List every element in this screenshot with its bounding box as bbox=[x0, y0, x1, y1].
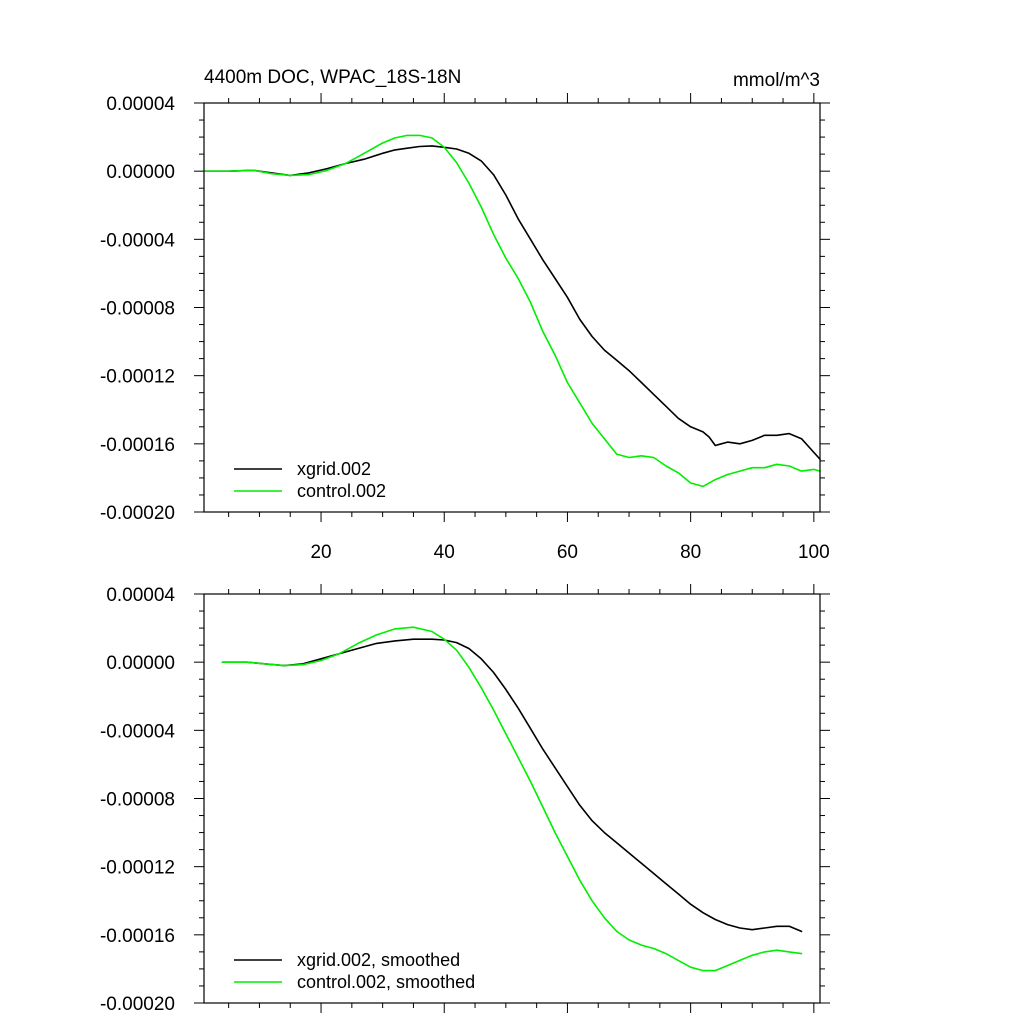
top-panel-legend: xgrid.002 control.002 bbox=[234, 459, 386, 501]
x-tick-label: 60 bbox=[557, 542, 578, 563]
top-panel: 4400m DOC, WPAC_18S-18N mmol/m^3 0.00004… bbox=[100, 67, 830, 563]
bottom-panel-legend: xgrid.002, smoothed control.002, smoothe… bbox=[234, 950, 475, 992]
top-panel-ticks bbox=[194, 93, 830, 522]
x-tick-label: 80 bbox=[680, 542, 701, 563]
top-series-line-xgrid bbox=[203, 145, 821, 461]
y-tick-label: -0.00012 bbox=[100, 367, 175, 388]
bottom-series-line-control bbox=[221, 626, 803, 972]
y-tick-label: 0.00000 bbox=[106, 653, 175, 674]
top-legend-label-control: control.002 bbox=[297, 481, 386, 501]
y-tick-label: -0.00020 bbox=[100, 503, 175, 524]
y-tick-label: -0.00008 bbox=[100, 299, 175, 320]
y-tick-label: 0.00004 bbox=[106, 585, 175, 606]
bottom-panel: 0.00004 0.00000 -0.00004 -0.00008 -0.00012 -0… bbox=[100, 584, 830, 1015]
bottom-panel-ticks bbox=[194, 584, 830, 1013]
y-tick-label: 0.00000 bbox=[106, 162, 175, 183]
bottom-panel-frame bbox=[203, 593, 821, 1004]
top-panel-series bbox=[203, 134, 821, 488]
top-panel-frame bbox=[203, 102, 821, 513]
x-tick-label: 100 bbox=[798, 542, 830, 563]
top-legend-label-xgrid: xgrid.002 bbox=[297, 459, 371, 479]
y-tick-label: 0.00004 bbox=[106, 94, 175, 115]
top-panel-units: mmol/m^3 bbox=[733, 70, 820, 91]
bottom-legend-label-xgrid: xgrid.002, smoothed bbox=[297, 950, 460, 970]
bottom-panel-series bbox=[221, 626, 803, 972]
bottom-legend-label-control: control.002, smoothed bbox=[297, 972, 475, 992]
y-tick-label: -0.00004 bbox=[100, 230, 175, 251]
y-tick-label: -0.00016 bbox=[100, 926, 175, 947]
bottom-series-line-xgrid bbox=[221, 638, 803, 933]
y-tick-label: -0.00016 bbox=[100, 435, 175, 456]
y-tick-label: -0.00020 bbox=[100, 994, 175, 1015]
top-panel-y-tick-labels: 0.00004 0.00000 -0.00004 -0.00008 -0.00012 -0… bbox=[100, 94, 175, 524]
x-tick-label: 20 bbox=[310, 542, 331, 563]
top-series-line-control bbox=[203, 134, 821, 488]
y-tick-label: -0.00004 bbox=[100, 721, 175, 742]
bottom-panel-y-tick-labels: 0.00004 0.00000 -0.00004 -0.00008 -0.00012 -0… bbox=[100, 585, 175, 1015]
y-tick-label: -0.00012 bbox=[100, 858, 175, 879]
y-tick-label: -0.00008 bbox=[100, 790, 175, 811]
top-panel-title: 4400m DOC, WPAC_18S-18N bbox=[204, 67, 461, 88]
top-panel-x-tick-labels: 20 40 60 80 100 bbox=[310, 542, 829, 563]
x-tick-label: 40 bbox=[434, 542, 455, 563]
